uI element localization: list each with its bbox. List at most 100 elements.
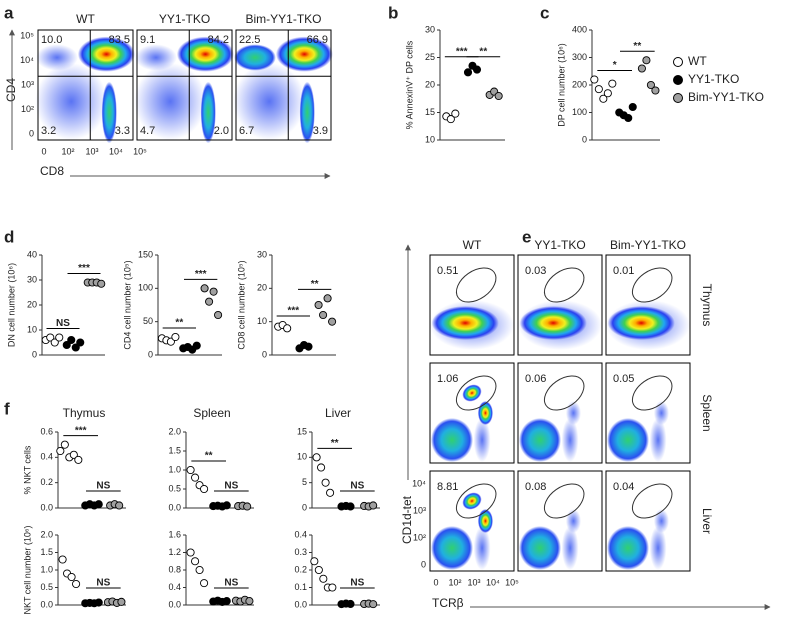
gate bbox=[543, 375, 585, 411]
data-point bbox=[60, 440, 69, 449]
data-point bbox=[97, 279, 106, 288]
significance-label: ** bbox=[331, 438, 339, 449]
significance-label: ** bbox=[205, 451, 213, 462]
gate-value: 8.81 bbox=[437, 481, 458, 493]
data-point bbox=[646, 80, 655, 90]
density bbox=[200, 81, 216, 144]
quadrant-value: 3.3 bbox=[115, 125, 130, 137]
data-point bbox=[328, 317, 337, 326]
y-tick-label: 200 bbox=[572, 79, 587, 89]
flow-plot bbox=[605, 470, 691, 572]
y-tick-label: 0.0 bbox=[168, 599, 181, 609]
flow-plot bbox=[605, 254, 691, 356]
data-point bbox=[69, 450, 78, 459]
significance-label: *** bbox=[456, 46, 468, 57]
data-point bbox=[451, 109, 460, 118]
y-tick-label: 10² bbox=[21, 104, 34, 114]
data-point bbox=[594, 85, 603, 94]
y-tick-label: 10⁴ bbox=[412, 478, 426, 488]
density bbox=[607, 526, 649, 570]
plot-title: Bim-YY1-TKO bbox=[245, 12, 321, 26]
gate-value: 0.01 bbox=[613, 265, 634, 277]
panel-label: b bbox=[388, 3, 398, 22]
y-tick-label: 30 bbox=[257, 249, 267, 259]
plot-frame bbox=[517, 254, 603, 356]
plot-title: WT bbox=[463, 238, 482, 252]
density bbox=[649, 418, 667, 462]
y-tick-label: 10³ bbox=[21, 79, 34, 89]
density bbox=[473, 526, 491, 570]
y-tick-label: 15 bbox=[425, 107, 435, 117]
significance-label: ** bbox=[633, 41, 641, 52]
legend-label: Bim-YY1-TKO bbox=[688, 90, 764, 104]
y-tick-label: 0.0 bbox=[168, 502, 181, 512]
data-point bbox=[186, 548, 195, 557]
column-title: Liver bbox=[325, 406, 351, 420]
significance-label: ** bbox=[175, 318, 183, 329]
gate bbox=[455, 375, 497, 411]
plot-frame bbox=[429, 470, 515, 572]
data-point bbox=[590, 75, 599, 84]
y-tick-label: 1.5 bbox=[40, 547, 53, 557]
y-tick-label: 20 bbox=[257, 283, 267, 293]
flow-plot bbox=[233, 29, 333, 144]
gate bbox=[631, 267, 673, 303]
panel-label: f bbox=[4, 399, 10, 418]
data-point bbox=[310, 557, 319, 566]
y-tick-label: 0.0 bbox=[40, 502, 53, 512]
density bbox=[519, 306, 587, 340]
y-tick-label: 30 bbox=[425, 24, 435, 34]
row-label: Thymus bbox=[700, 284, 714, 327]
y-axis-label: CD4 bbox=[4, 78, 18, 102]
data-point bbox=[200, 284, 209, 293]
gate bbox=[631, 483, 673, 519]
x-tick-label: 10⁵ bbox=[133, 146, 147, 156]
data-point bbox=[321, 478, 330, 487]
data-point bbox=[94, 500, 103, 509]
density bbox=[477, 401, 493, 425]
density bbox=[431, 526, 473, 570]
data-point bbox=[494, 91, 503, 101]
panel-label: e bbox=[522, 227, 531, 246]
y-tick-label: 100 bbox=[138, 283, 153, 293]
x-tick-label: 10⁴ bbox=[109, 146, 123, 156]
density bbox=[431, 418, 473, 462]
density bbox=[565, 401, 581, 425]
column-title: Thymus bbox=[63, 406, 106, 420]
quadrant-value: 10.0 bbox=[41, 34, 62, 46]
y-tick-label: 0 bbox=[262, 349, 267, 359]
data-point bbox=[195, 565, 204, 575]
density bbox=[233, 63, 306, 140]
data-point bbox=[319, 574, 328, 583]
data-point bbox=[222, 597, 231, 606]
data-point bbox=[222, 501, 231, 510]
panel-label: a bbox=[4, 3, 14, 22]
data-point bbox=[56, 446, 65, 456]
density bbox=[36, 44, 78, 71]
data-point bbox=[191, 557, 200, 566]
y-tick-label: 2.0 bbox=[168, 426, 181, 436]
plot-frame bbox=[605, 470, 691, 572]
significance-label: *** bbox=[195, 269, 207, 280]
x-tick-label: 10⁴ bbox=[486, 577, 500, 587]
data-point bbox=[637, 64, 646, 73]
data-point bbox=[243, 502, 252, 511]
density bbox=[607, 418, 649, 462]
data-point bbox=[346, 502, 355, 511]
data-point bbox=[94, 598, 103, 607]
quadrant-value: 2.0 bbox=[214, 125, 229, 137]
density bbox=[519, 526, 561, 570]
data-point bbox=[446, 115, 455, 124]
quadrant-value: 84.2 bbox=[208, 34, 229, 46]
significance-label: ** bbox=[479, 46, 487, 57]
density bbox=[77, 36, 135, 72]
density bbox=[561, 526, 579, 570]
density bbox=[135, 44, 177, 71]
data-point bbox=[323, 294, 332, 303]
y-tick-label: 0.6 bbox=[40, 426, 53, 436]
y-tick-label: 10³ bbox=[413, 505, 426, 515]
x-tick-label: 10² bbox=[61, 146, 74, 156]
quadrant-value: 66.9 bbox=[307, 34, 328, 46]
significance-label: NS bbox=[350, 481, 364, 492]
y-tick-label: 0.0 bbox=[40, 599, 53, 609]
